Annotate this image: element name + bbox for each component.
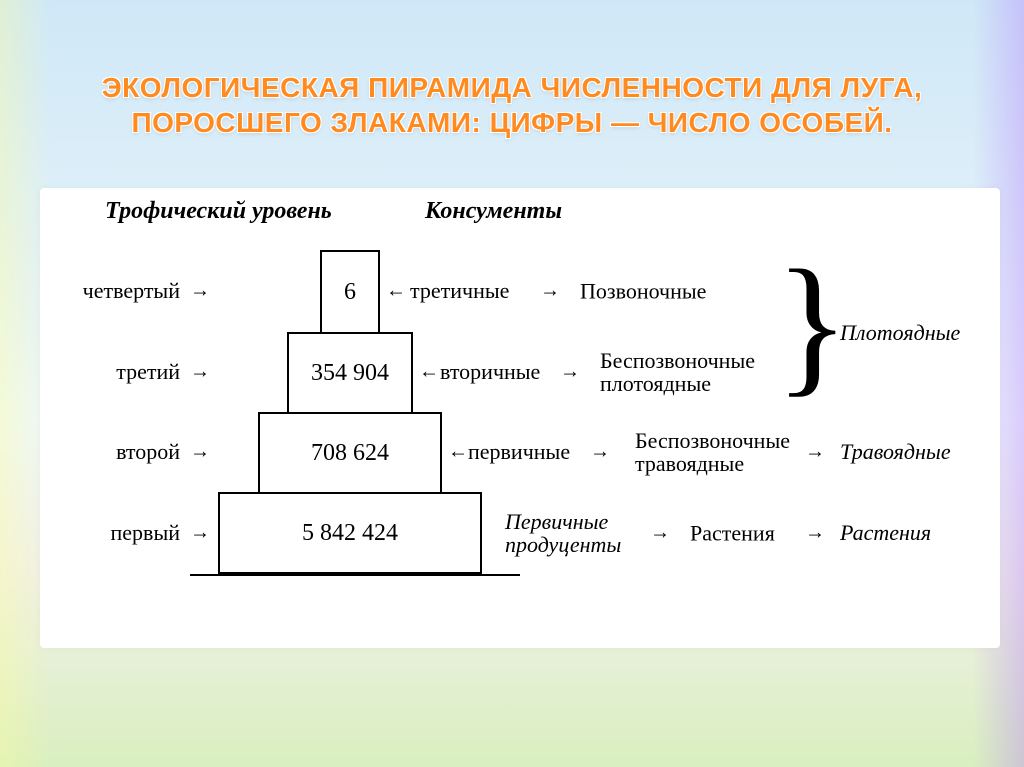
pyramid-block-4: 6 — [320, 250, 380, 332]
pyramid-baseline — [190, 574, 520, 576]
slide-title: ЭКОЛОГИЧЕСКАЯ ПИРАМИДА ЧИСЛЕННОСТИ ДЛЯ Л… — [0, 70, 1024, 140]
pyramid-row-1: первый → 5 842 424 Первичныепродуценты →… — [40, 492, 1000, 574]
level-name-2: второй — [40, 439, 180, 465]
header-consumers: Консументы — [425, 198, 562, 225]
arrow-right-icon: → — [805, 522, 825, 545]
arrow-right-icon: → — [805, 441, 825, 464]
consumer-label-2: первичные — [468, 439, 570, 465]
arrow-right-icon: → — [190, 522, 210, 545]
arrow-right-icon: → — [560, 361, 580, 384]
pyramid-value-2: 708 624 — [311, 440, 389, 467]
arrow-left-icon: ← — [386, 280, 406, 303]
detail-2: Беспозвоночныетравоядные — [635, 429, 790, 475]
arrow-left-icon: ← — [419, 361, 439, 384]
pyramid-row-2: второй → 708 624 ← первичные → Беспозвон… — [40, 412, 1000, 492]
level-name-1: первый — [40, 520, 180, 546]
title-line2: ПОРОСШЕГО ЗЛАКАМИ: ЦИФРЫ — ЧИСЛО ОСОБЕЙ. — [131, 107, 892, 138]
arrow-right-icon: → — [190, 361, 210, 384]
consumer-label-4: третичные — [410, 278, 509, 304]
arrow-right-icon: → — [650, 522, 670, 545]
level-name-4: четвертый — [40, 278, 180, 304]
consumer-label-1: Первичныепродуценты — [505, 510, 621, 556]
level-name-3: третий — [40, 359, 180, 385]
detail-1: Растения — [690, 521, 775, 544]
pyramid-value-3: 354 904 — [311, 360, 389, 387]
pyramid-value-1: 5 842 424 — [302, 520, 398, 547]
arrow-right-icon: → — [540, 280, 560, 303]
header-trophic-level: Трофический уровень — [105, 198, 332, 225]
category-carnivores: Плотоядные — [840, 320, 960, 346]
brace-icon: } — [775, 270, 849, 379]
pyramid-block-2: 708 624 — [258, 412, 442, 492]
detail-4: Позвоночные — [580, 279, 706, 302]
arrow-right-icon: → — [190, 280, 210, 303]
detail-3: Беспозвоночныеплотоядные — [600, 349, 755, 395]
arrow-right-icon: → — [590, 441, 610, 464]
arrow-left-icon: ← — [448, 441, 468, 464]
arrow-right-icon: → — [190, 441, 210, 464]
pyramid-block-1: 5 842 424 — [218, 492, 482, 574]
title-line1: ЭКОЛОГИЧЕСКАЯ ПИРАМИДА ЧИСЛЕННОСТИ ДЛЯ Л… — [102, 72, 922, 103]
diagram-content: Трофический уровень Консументы четвертый… — [40, 188, 1000, 648]
category-herbivores: Травоядные — [840, 439, 951, 465]
consumer-label-3: вторичные — [440, 359, 540, 385]
pyramid-value-4: 6 — [344, 279, 356, 306]
pyramid-block-3: 354 904 — [287, 332, 413, 412]
pyramid-diagram: Трофический уровень Консументы четвертый… — [40, 188, 1000, 648]
category-plants: Растения — [840, 520, 931, 546]
